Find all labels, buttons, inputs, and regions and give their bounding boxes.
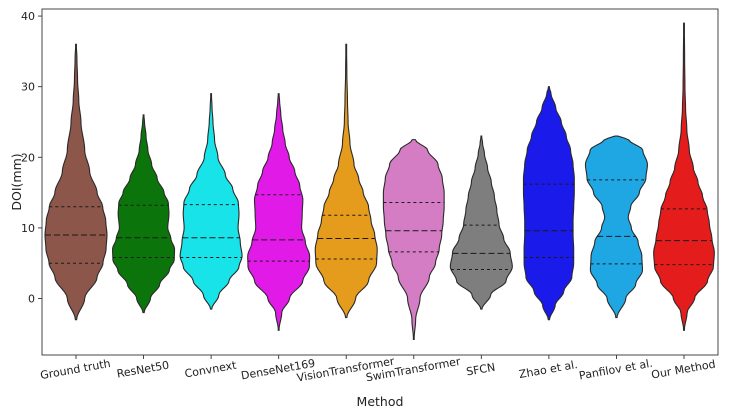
x-tick-label: SFCN xyxy=(465,361,496,379)
x-tick-label: Our Method xyxy=(650,358,716,382)
violin-body xyxy=(314,43,378,319)
plot-frame xyxy=(41,8,719,356)
y-tick-label: 30 xyxy=(21,81,35,94)
y-axis: 0 10 20 30 40 xyxy=(21,10,42,306)
x-tick-label: Panfilov et al. xyxy=(578,357,654,383)
x-tick-label: ResNet50 xyxy=(116,359,170,381)
x-axis: Ground truth ResNet50 Convnext DenseNet169V… xyxy=(39,354,716,384)
violin-body xyxy=(584,135,648,319)
violin-body xyxy=(522,86,575,321)
violin-body xyxy=(247,93,311,331)
violin-group xyxy=(653,22,715,331)
violin-body xyxy=(179,93,243,310)
x-tick-label: Convnext xyxy=(184,358,238,380)
violins-layer xyxy=(44,22,715,341)
violin-body xyxy=(44,43,108,321)
violin-group xyxy=(449,135,513,310)
violin-group xyxy=(247,93,311,331)
y-tick-label: 20 xyxy=(21,151,35,164)
violin-body xyxy=(653,22,715,331)
violin-group xyxy=(179,93,243,310)
y-tick-label: 10 xyxy=(21,222,35,235)
violin-group xyxy=(382,139,445,341)
y-tick-label: 40 xyxy=(21,10,35,23)
violin-body xyxy=(382,139,445,341)
x-axis-title: Method xyxy=(357,394,404,409)
violin-group xyxy=(112,114,176,314)
violin-group xyxy=(522,86,575,321)
y-tick-label: 0 xyxy=(28,293,35,306)
y-axis-title: DOI(mm) xyxy=(9,153,24,210)
violin-group xyxy=(584,135,648,319)
violin-body xyxy=(112,114,176,314)
violin-group xyxy=(44,43,108,321)
x-tick-label: Zhao et al. xyxy=(518,358,579,381)
x-tick-label: Ground truth xyxy=(39,357,111,382)
violin-group xyxy=(314,43,378,319)
violin-body xyxy=(449,135,513,310)
